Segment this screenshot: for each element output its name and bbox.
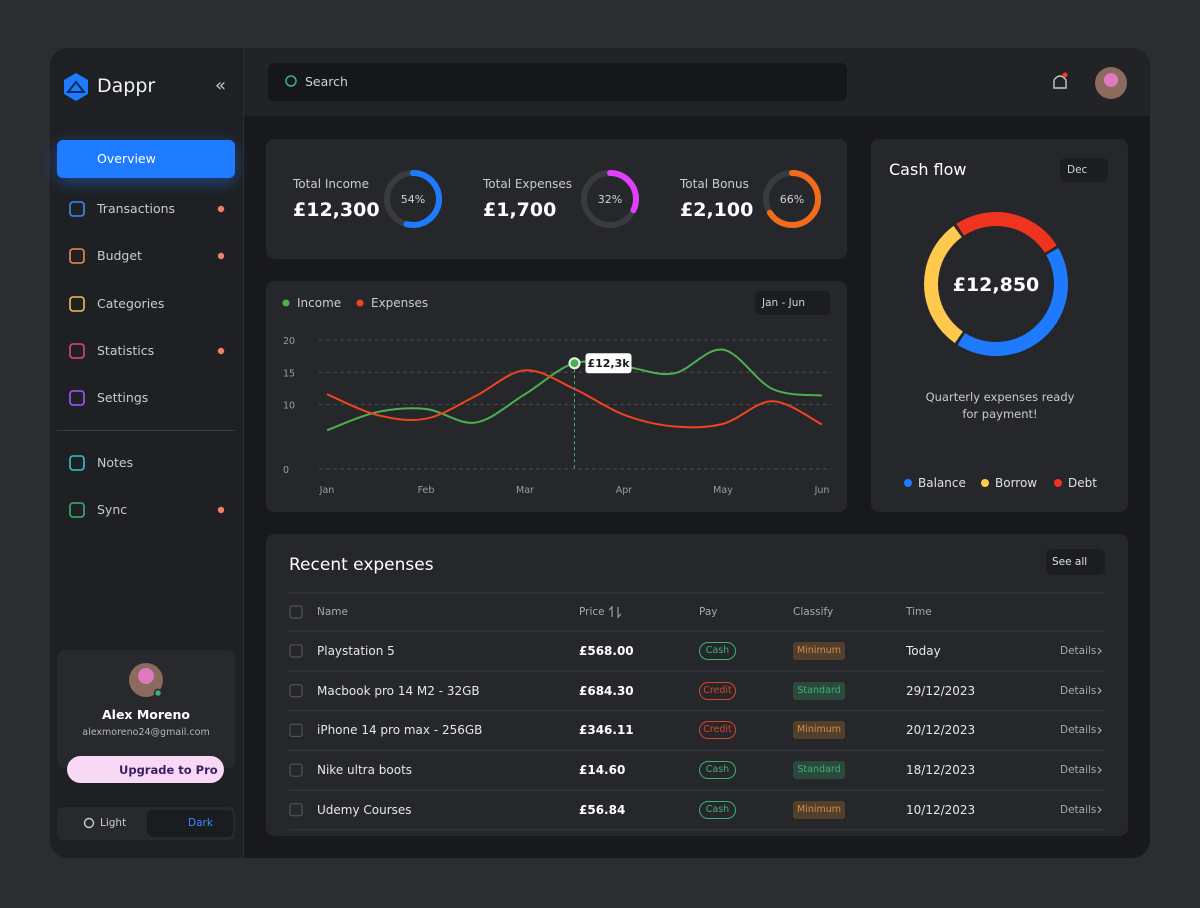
brand: Dappr — [97, 75, 156, 97]
stat-label: Total Income — [293, 177, 369, 191]
details-link[interactable]: Details — [1060, 684, 1097, 697]
see-all-button[interactable] — [1046, 549, 1105, 575]
cash-flow-period[interactable]: Dec — [1067, 164, 1088, 176]
details-link[interactable]: Details — [1060, 764, 1097, 777]
line-chart-card — [266, 281, 847, 512]
theme-option[interactable]: Dark — [188, 817, 213, 829]
column-header: Time — [906, 606, 932, 618]
nav-label[interactable]: Transactions — [97, 201, 176, 216]
classify-badge: Standard — [793, 761, 845, 780]
column-header: Classify — [793, 606, 834, 618]
item-time: 18/12/2023 — [906, 763, 976, 778]
period-dropdown[interactable] — [755, 291, 830, 315]
details-link[interactable]: Details — [1060, 645, 1097, 657]
table-title: Recent expenses — [289, 555, 434, 575]
search-placeholder: Search — [305, 74, 348, 89]
theme-active-bg — [147, 810, 233, 837]
nav-divider — [57, 430, 235, 431]
nav-label[interactable]: Notes — [97, 455, 134, 470]
item-name: Nike ultra boots — [317, 763, 413, 778]
pay-badge: Cash — [699, 800, 736, 819]
user-email: alexmoreno24@gmail.com — [82, 727, 210, 738]
item-time: 20/12/2023 — [906, 723, 976, 738]
upgrade-button[interactable] — [67, 756, 224, 783]
legend-label: Expenses — [371, 296, 429, 310]
legend-label: Debt — [1068, 476, 1097, 490]
search-box[interactable] — [268, 63, 847, 101]
nav-label[interactable]: Sync — [97, 502, 128, 517]
item-price: £346.11 — [579, 723, 634, 738]
expenses-card — [266, 534, 1128, 836]
stat-amount: £12,300 — [293, 199, 380, 221]
item-name: Macbook pro 14 M2 - 32GB — [317, 683, 480, 698]
classify-badge: Minimum — [793, 800, 845, 819]
stat-amount: £1,700 — [483, 199, 557, 221]
cash-flow-note: Quarterly expenses ready for payment! — [925, 390, 1075, 421]
cash-flow-dropdown[interactable] — [1060, 158, 1108, 182]
column-header: Name — [317, 606, 348, 618]
item-time: Today — [906, 644, 941, 658]
item-time: 10/12/2023 — [906, 802, 976, 817]
pay-badge: Cash — [699, 761, 736, 780]
item-price: £14.60 — [579, 763, 626, 778]
item-time: 29/12/2023 — [906, 683, 976, 698]
stat-amount: £2,100 — [680, 199, 754, 221]
nav-label[interactable]: Statistics — [97, 343, 155, 358]
column-header: Price — [579, 606, 605, 618]
user-name: Alex Moreno — [101, 707, 190, 722]
theme-option[interactable]: Light — [100, 817, 127, 829]
classify-badge: Standard — [793, 681, 845, 700]
see-all-label[interactable]: See all — [1052, 556, 1088, 568]
item-price: £684.30 — [579, 683, 634, 698]
pay-badge: Credit — [699, 681, 736, 700]
nav-label[interactable]: Settings — [97, 390, 149, 405]
item-name: Udemy Courses — [317, 802, 412, 817]
stats-card — [266, 139, 847, 259]
legend-label: Income — [297, 296, 342, 310]
item-price: £56.84 — [579, 802, 626, 817]
classify-badge: Minimum — [793, 721, 845, 740]
collapse-button[interactable]: « — [215, 75, 227, 96]
nav-label[interactable]: Budget — [97, 248, 142, 263]
nav-active-bg[interactable] — [57, 140, 235, 178]
pay-badge: Cash — [699, 642, 736, 660]
column-header: Pay — [699, 606, 718, 618]
pay-badge: Credit — [699, 721, 736, 740]
period-label[interactable]: Jan - Jun — [762, 297, 806, 309]
details-link[interactable]: Details — [1060, 803, 1097, 816]
classify-badge: Minimum — [793, 642, 845, 660]
nav-label[interactable]: Overview — [97, 151, 156, 166]
nav-label[interactable]: Categories — [97, 296, 165, 311]
item-name: Playstation 5 — [317, 644, 395, 658]
details-link[interactable]: Details — [1060, 724, 1097, 737]
legend-label: Borrow — [995, 476, 1038, 490]
item-name: iPhone 14 pro max - 256GB — [317, 723, 483, 738]
legend-label: Balance — [918, 476, 966, 490]
cash-flow-card — [871, 139, 1128, 512]
item-price: £568.00 — [579, 644, 634, 658]
cash-flow-title: Cash flow — [889, 160, 967, 179]
stat-label: Total Expenses — [483, 177, 573, 191]
upgrade-label[interactable]: Upgrade to Pro — [119, 763, 218, 777]
stat-label: Total Bonus — [680, 177, 749, 191]
